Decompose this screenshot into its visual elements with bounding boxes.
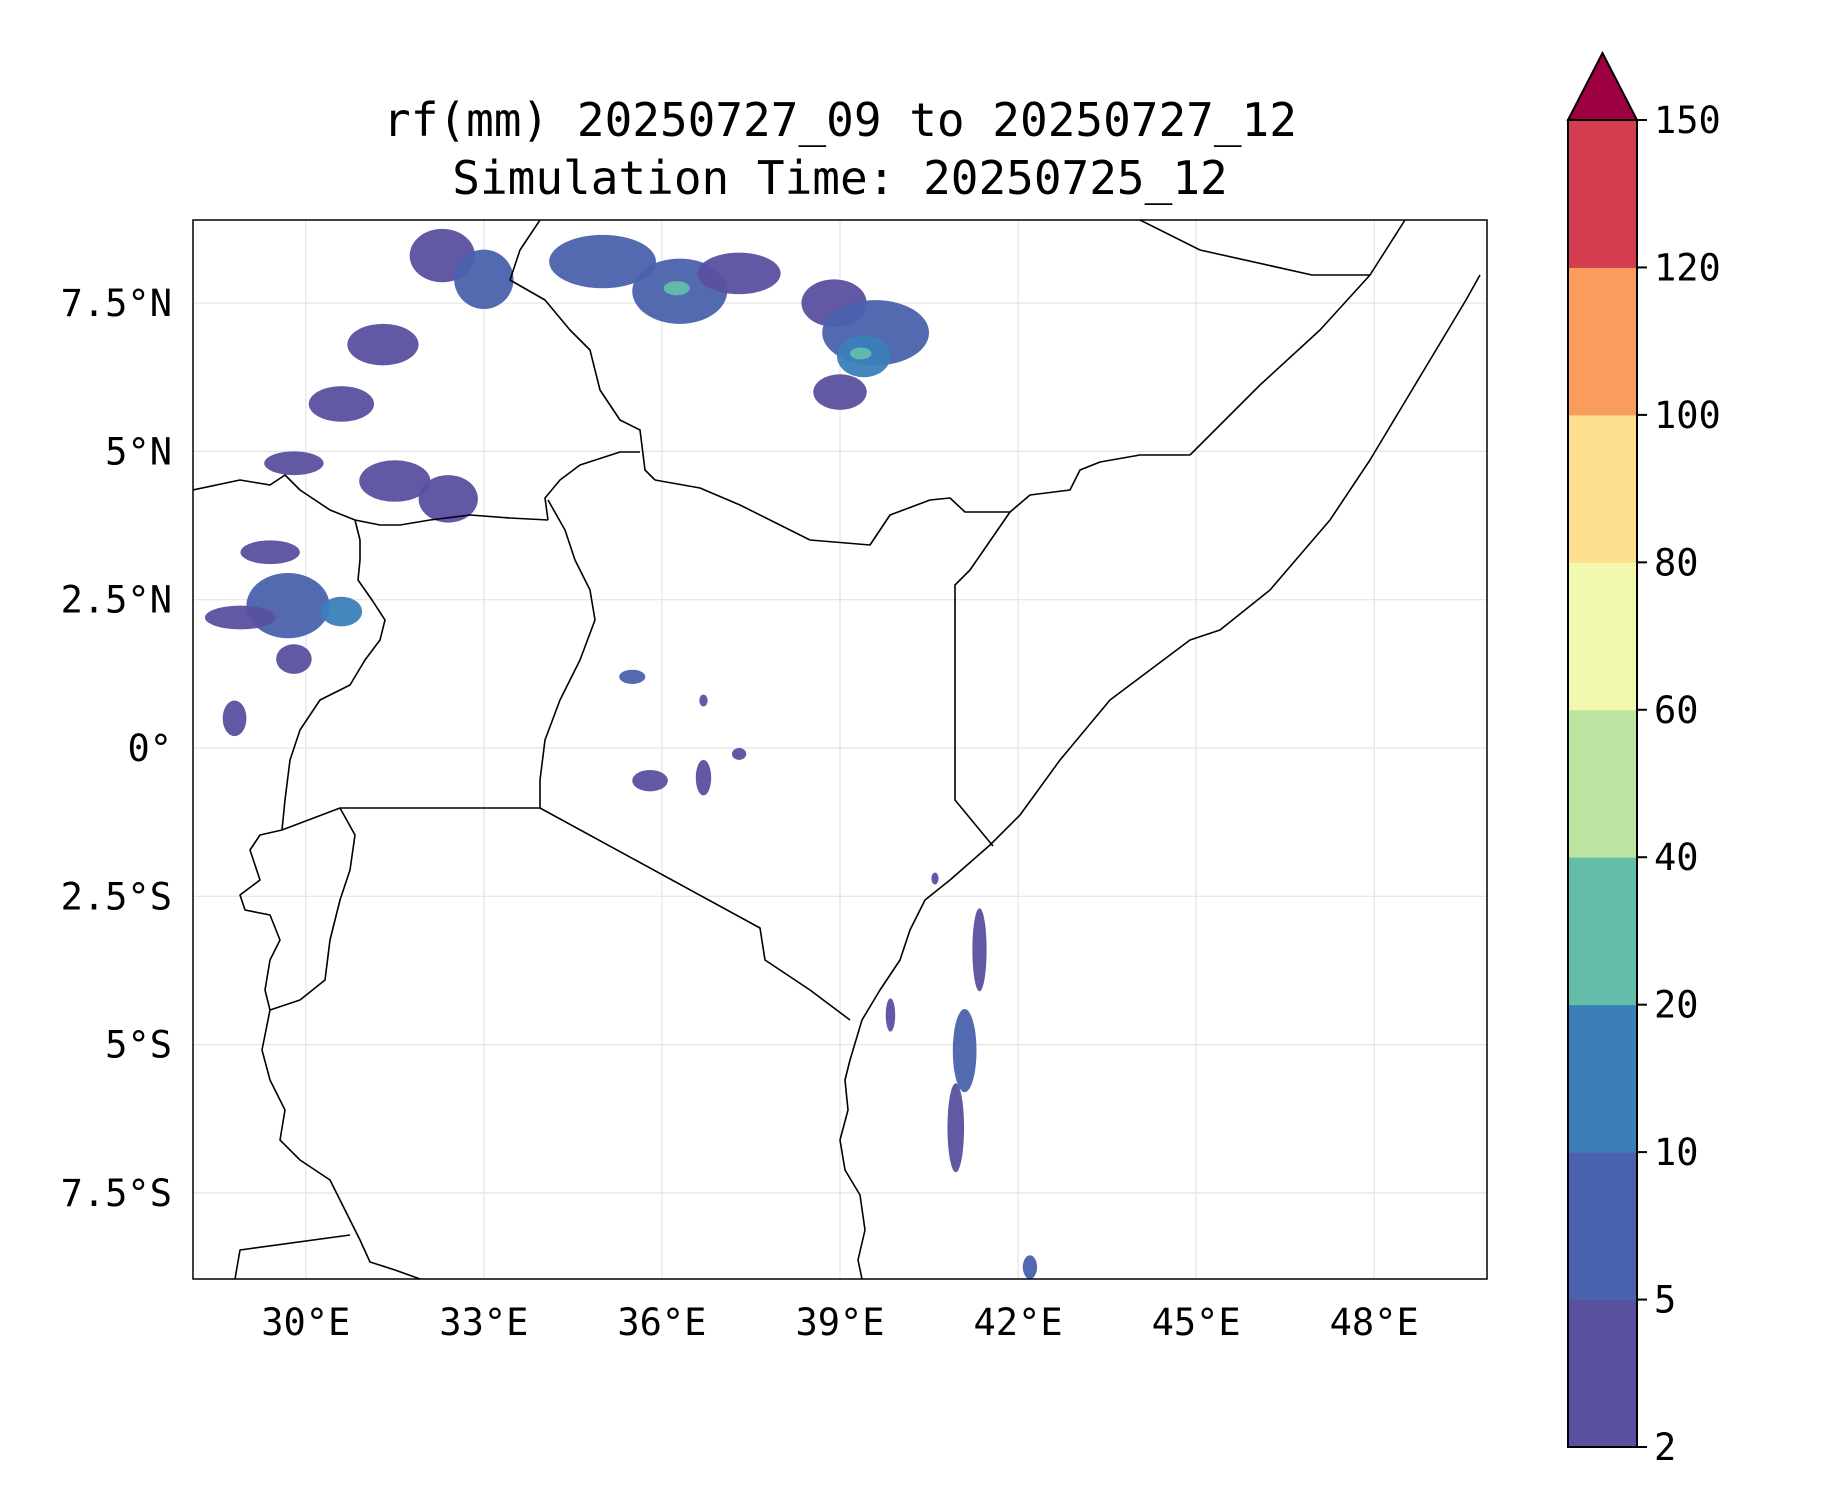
x-tick-label: 39°E <box>795 1301 884 1344</box>
colorbar-segment <box>1568 120 1637 268</box>
y-tick-label: 5°S <box>105 1024 172 1067</box>
rain-cell <box>931 873 938 885</box>
rain-cell <box>454 250 513 309</box>
rain-cell <box>953 1009 977 1092</box>
rain-cell <box>972 908 986 991</box>
border-ethiopia-eritrea <box>1140 220 1370 275</box>
colorbar-segment <box>1568 710 1637 858</box>
rain-cell <box>264 451 323 475</box>
coastline <box>840 275 1480 1279</box>
border-uganda-drc <box>282 520 385 830</box>
rain-cell <box>309 386 374 422</box>
y-tick-label: 2.5°S <box>61 875 172 918</box>
longitude-ticks: 30°E 33°E 36°E 39°E 42°E 45°E 48°E <box>261 1301 1419 1344</box>
rain-cell <box>347 324 418 366</box>
rain-cell <box>632 770 668 791</box>
colorbar-tick-label: 20 <box>1654 984 1699 1027</box>
rain-cell <box>205 606 276 630</box>
colorbar-segment <box>1568 415 1637 563</box>
y-tick-label: 0° <box>127 727 172 770</box>
colorbar-segment <box>1568 1300 1637 1448</box>
rainfall-contours <box>205 229 1037 1279</box>
chart-title: rf(mm) 20250727_09 to 20250727_12 <box>383 93 1297 147</box>
x-tick-label: 33°E <box>439 1301 528 1344</box>
rain-cell <box>732 748 746 760</box>
colorbar-tick-label: 2 <box>1654 1426 1676 1469</box>
rain-cell <box>240 540 299 564</box>
rain-cell <box>321 597 363 627</box>
colorbar-tick-label: 80 <box>1654 541 1699 584</box>
colorbar-tick-label: 120 <box>1654 246 1721 289</box>
border-zambia-tanzania <box>235 1235 350 1279</box>
y-tick-label: 2.5°N <box>61 579 172 622</box>
y-tick-label: 7.5°N <box>61 282 172 325</box>
rain-cell <box>947 1083 964 1172</box>
rain-cell <box>246 573 329 638</box>
colorbar-extend-arrow <box>1568 53 1637 120</box>
colorbar-tick-label: 40 <box>1654 836 1699 879</box>
x-tick-label: 36°E <box>617 1301 706 1344</box>
colorbar-tick-label: 10 <box>1654 1131 1699 1174</box>
border-rwanda-burundi <box>240 830 282 1010</box>
colorbar-segment <box>1568 562 1637 710</box>
latitude-ticks: 7.5°N 5°N 2.5°N 0° 2.5°S 5°S 7.5°S <box>61 282 172 1215</box>
x-tick-label: 30°E <box>261 1301 350 1344</box>
border-burundi-tanzania <box>270 808 355 1010</box>
rain-cell <box>698 253 781 295</box>
rain-cell <box>813 374 866 410</box>
rain-cell <box>886 998 895 1031</box>
x-tick-label: 48°E <box>1330 1301 1419 1344</box>
border-tanzania-drc-lake <box>262 1010 420 1279</box>
colorbar-segment <box>1568 1005 1637 1153</box>
rain-cell <box>699 695 707 707</box>
colorbar-segment <box>1568 1152 1637 1300</box>
y-tick-label: 7.5°S <box>61 1172 172 1215</box>
colorbar-tick-label: 150 <box>1654 99 1721 142</box>
rain-cell <box>223 701 247 737</box>
colorbar-tick-label: 5 <box>1654 1279 1676 1322</box>
border-ethiopia-somalia <box>955 512 1010 840</box>
colorbar-segment <box>1568 857 1637 1005</box>
x-tick-label: 45°E <box>1152 1301 1241 1344</box>
colorbar-tick-label: 100 <box>1654 394 1721 437</box>
colorbar: 2 5 10 20 40 60 80 100 120 150 <box>1568 53 1721 1469</box>
border-sudan-southsudan <box>193 475 355 520</box>
lake-victoria-border <box>282 808 540 830</box>
rain-cell <box>619 670 645 684</box>
border-kenya-tanzania <box>540 808 850 1020</box>
colorbar-segment <box>1568 267 1637 415</box>
rain-cell <box>1023 1255 1037 1279</box>
rain-cell <box>276 644 312 674</box>
y-tick-label: 5°N <box>105 430 172 473</box>
colorbar-tick-label: 60 <box>1654 689 1699 732</box>
rain-cell <box>850 348 871 360</box>
rain-cell <box>696 760 711 796</box>
border-south-sudan-kenya <box>545 452 640 520</box>
chart-subtitle: Simulation Time: 20250725_12 <box>452 151 1227 205</box>
x-tick-label: 42°E <box>974 1301 1063 1344</box>
border-uganda-kenya <box>540 500 595 808</box>
border-kenya-ethiopia <box>655 455 1190 545</box>
rain-cell <box>664 281 690 295</box>
